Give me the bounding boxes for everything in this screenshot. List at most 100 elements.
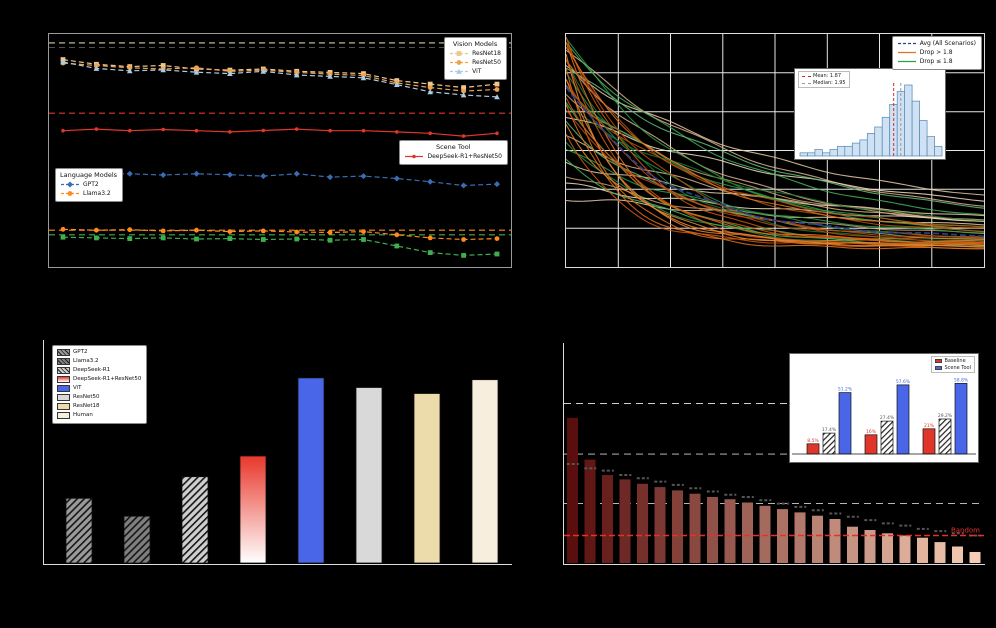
marker-square: [456, 51, 462, 56]
marker-square: [294, 236, 300, 242]
marker-square: [461, 85, 466, 90]
rank-bar: [917, 537, 928, 563]
rank-bar: [654, 487, 666, 563]
marker-circle: [361, 229, 366, 235]
marker-square: [160, 235, 166, 241]
legend-label: Drop ≤ 1.8: [919, 58, 953, 65]
rank-bar: [952, 546, 963, 563]
scenario-curve: [566, 42, 984, 216]
scenario-curve: [566, 105, 984, 222]
marker-diamond: [293, 170, 300, 177]
legend-sample: [450, 68, 469, 74]
scenario-curve: [566, 46, 984, 229]
marker-circle: [60, 226, 66, 232]
legend-label: ViT: [73, 385, 82, 391]
marker-circle: [294, 229, 300, 235]
marker-dot: [412, 154, 417, 159]
rank-bar: [759, 505, 771, 563]
hist-inset-legend: Mean: 1.87 Median: 1.95: [798, 71, 850, 88]
rank-bar: [864, 530, 876, 563]
legend-item: Avg (All Scenarios): [897, 39, 976, 48]
legend-label: DeepSeek-R1+ResNet50: [73, 376, 142, 382]
hist-bar: [851, 142, 861, 157]
inset-legend-item: Baseline: [935, 358, 971, 364]
inset-legend-item: Scene Tool: [935, 365, 971, 371]
marker-square: [260, 237, 266, 242]
bar-Llama3.2: [123, 515, 151, 563]
hist-bar: [881, 116, 891, 157]
inset-bar: [838, 392, 852, 455]
legend-item: DeepSeek-R1+ResNet50: [404, 152, 502, 161]
rank-bar: [724, 499, 736, 563]
legend-sample: [897, 51, 916, 54]
inset-bar: [864, 434, 878, 455]
series-line-ResNet18: [62, 59, 498, 89]
marker-circle: [327, 230, 333, 235]
inset-legend-label: Baseline: [944, 358, 966, 364]
scenario-curve: [566, 59, 984, 233]
legend-swatch: [57, 412, 70, 419]
legend-swatch: [57, 385, 70, 392]
marker-circle: [427, 85, 433, 90]
rank-bar: [672, 490, 683, 563]
inset-bar: [896, 384, 910, 455]
marker-circle: [94, 227, 99, 233]
marker-square: [394, 243, 400, 249]
marker-square: [361, 237, 366, 242]
legend-item: Drop ≤ 1.8: [897, 57, 976, 66]
legend-sample: [450, 60, 469, 65]
marker-diamond: [393, 175, 400, 182]
series-line-GPT2: [62, 172, 498, 187]
legend-title: Vision Models: [452, 40, 498, 48]
marker-triangle: [460, 92, 467, 98]
bar-ResNet18: [413, 393, 441, 563]
marker-circle: [194, 227, 199, 233]
marker-circle: [127, 65, 133, 71]
inset-bar: [938, 418, 952, 455]
scenario-curve: [566, 79, 984, 239]
hist-bar: [919, 120, 928, 157]
rank-bar: [742, 502, 753, 563]
legend-label: ResNet18: [472, 50, 501, 57]
dash-sample: [802, 75, 811, 77]
bar-DeepSeek-R1+ResNet50: [239, 455, 267, 563]
marker-square: [494, 251, 500, 257]
legend-item: Llama3.2: [60, 189, 117, 198]
inset-bar-value: 17.4%: [822, 427, 837, 433]
rank-bar: [847, 526, 858, 563]
panel-ranked-scenario-bars: Random 8.5% 17.4% 51.2% 16% 27.4% 57.6% 21% 29.2…: [563, 343, 985, 565]
marker-triangle: [227, 70, 233, 76]
hist-bar: [859, 139, 868, 157]
legend-swatch: [57, 376, 70, 383]
rank-bar: [689, 493, 701, 563]
scenario-curve: [566, 148, 984, 234]
hist-legend-item: Mean: 1.87: [802, 73, 846, 79]
legend-item: ResNet50: [449, 58, 501, 67]
hist-bar: [904, 84, 913, 157]
scenario-curve: [566, 67, 984, 209]
marker-triangle: [127, 68, 133, 74]
marker-triangle: [327, 73, 333, 79]
legend-label: ResNet50: [73, 394, 100, 400]
marker-diamond: [160, 172, 167, 178]
scenario-curve: [566, 59, 984, 221]
rank-bar: [882, 533, 893, 563]
inset-bar: [880, 420, 894, 455]
marker-square: [327, 237, 333, 243]
legend-item: ResNet50: [57, 393, 141, 402]
hist-bar: [814, 149, 823, 157]
legend-label: ResNet50: [472, 59, 501, 66]
legend-label: Llama3.2: [83, 190, 111, 197]
marker-square: [194, 236, 199, 242]
scenario-curve: [566, 49, 984, 207]
hist-legend-label: Median: 1.95: [813, 80, 846, 86]
marker-circle: [461, 88, 466, 94]
legend-swatch: [57, 403, 70, 410]
legend-label: Drop > 1.8: [919, 49, 953, 56]
marker-diamond: [460, 182, 467, 189]
inset-bar-value: 27.4%: [880, 415, 895, 421]
legend-item: Drop > 1.8: [897, 48, 976, 57]
inset-legend: Baseline Scene Tool: [931, 356, 975, 373]
marker-circle: [494, 87, 500, 92]
marker-diamond: [193, 170, 200, 177]
